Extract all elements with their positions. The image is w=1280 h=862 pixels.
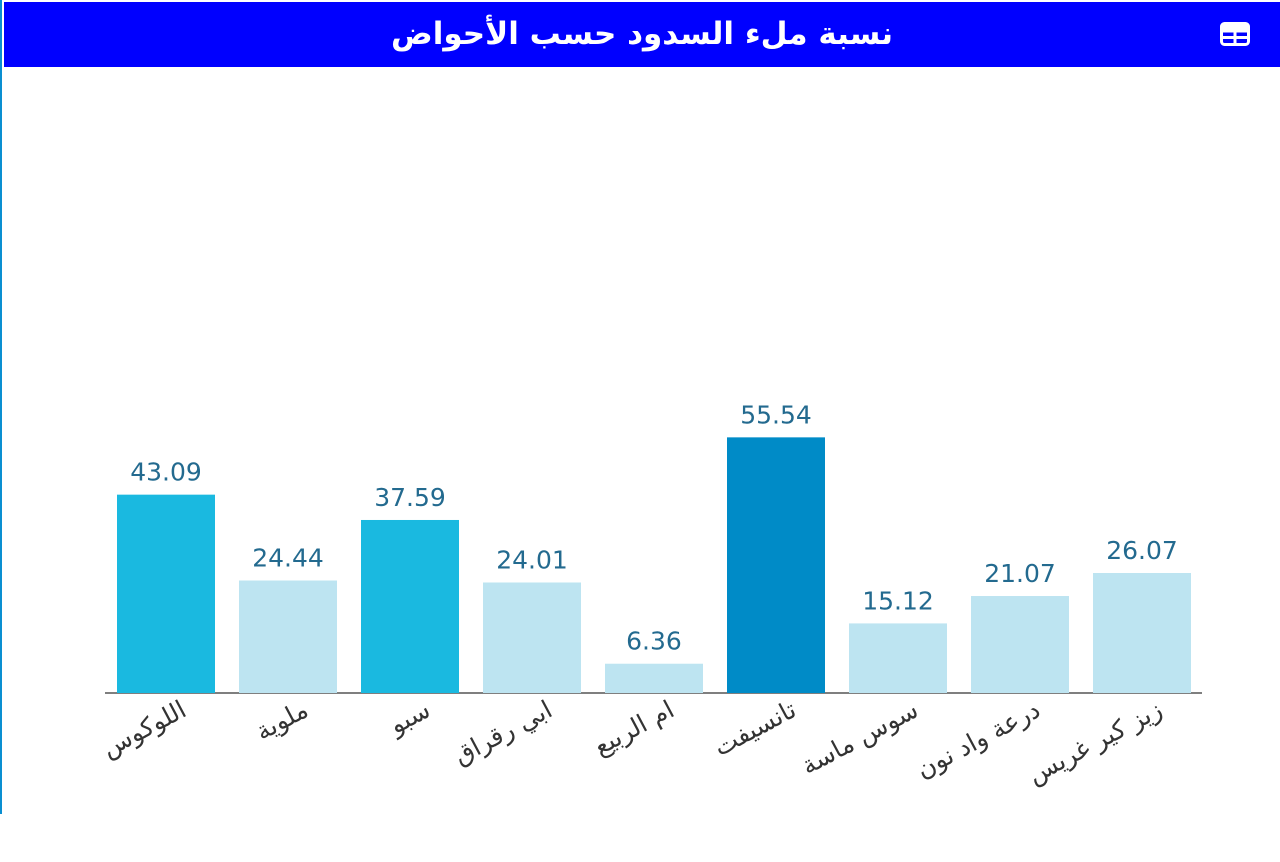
category-label: ابي رقراق [449, 695, 557, 771]
category-label: ملوية [251, 695, 313, 746]
bar-3[interactable] [361, 519, 459, 693]
value-label: 37.59 [374, 483, 446, 512]
value-label: 21.07 [984, 559, 1056, 588]
bar-7[interactable] [849, 623, 947, 693]
bars-group [117, 437, 1191, 693]
category-label: سبو [383, 695, 435, 741]
category-label: سوس ماسة [796, 695, 922, 781]
value-label: 43.09 [130, 458, 202, 487]
table-icon[interactable] [1220, 22, 1250, 46]
page-title: نسبة ملء السدود حسب الأحواض [391, 16, 893, 52]
value-label: 26.07 [1106, 536, 1178, 565]
category-label: زيز كير غريس [1023, 695, 1167, 790]
bar-4[interactable] [483, 582, 581, 693]
value-label: 6.36 [626, 627, 682, 656]
category-label: ام الربيع [589, 695, 680, 762]
chart-panel: نسبة ملء السدود حسب الأحواض 43.09 24.44 37… [0, 0, 1280, 814]
bar-1[interactable] [117, 494, 215, 693]
value-label: 55.54 [740, 400, 812, 429]
value-label: 24.44 [252, 544, 324, 573]
category-label: درعة واد نون [911, 695, 1045, 785]
category-labels-group: اللوكوس ملوية سبو ابي رقراق ام الربيع تانسيفت… [97, 695, 1167, 790]
panel-header: نسبة ملء السدود حسب الأحواض [4, 2, 1280, 67]
bar-8[interactable] [971, 596, 1069, 693]
bar-2[interactable] [239, 580, 337, 693]
bar-5[interactable] [605, 663, 703, 693]
bar-6[interactable] [727, 437, 825, 693]
category-label: تانسيفت [709, 695, 801, 762]
bar-chart: 43.09 24.44 37.59 24.01 6.36 55.54 15.12 21.07 2… [97, 400, 1202, 790]
value-label: 15.12 [862, 586, 934, 615]
bar-9[interactable] [1093, 573, 1191, 693]
value-labels-group: 43.09 24.44 37.59 24.01 6.36 55.54 15.12 21.07 2… [130, 400, 1178, 655]
category-label: اللوكوس [97, 695, 191, 763]
value-label: 24.01 [496, 545, 568, 574]
